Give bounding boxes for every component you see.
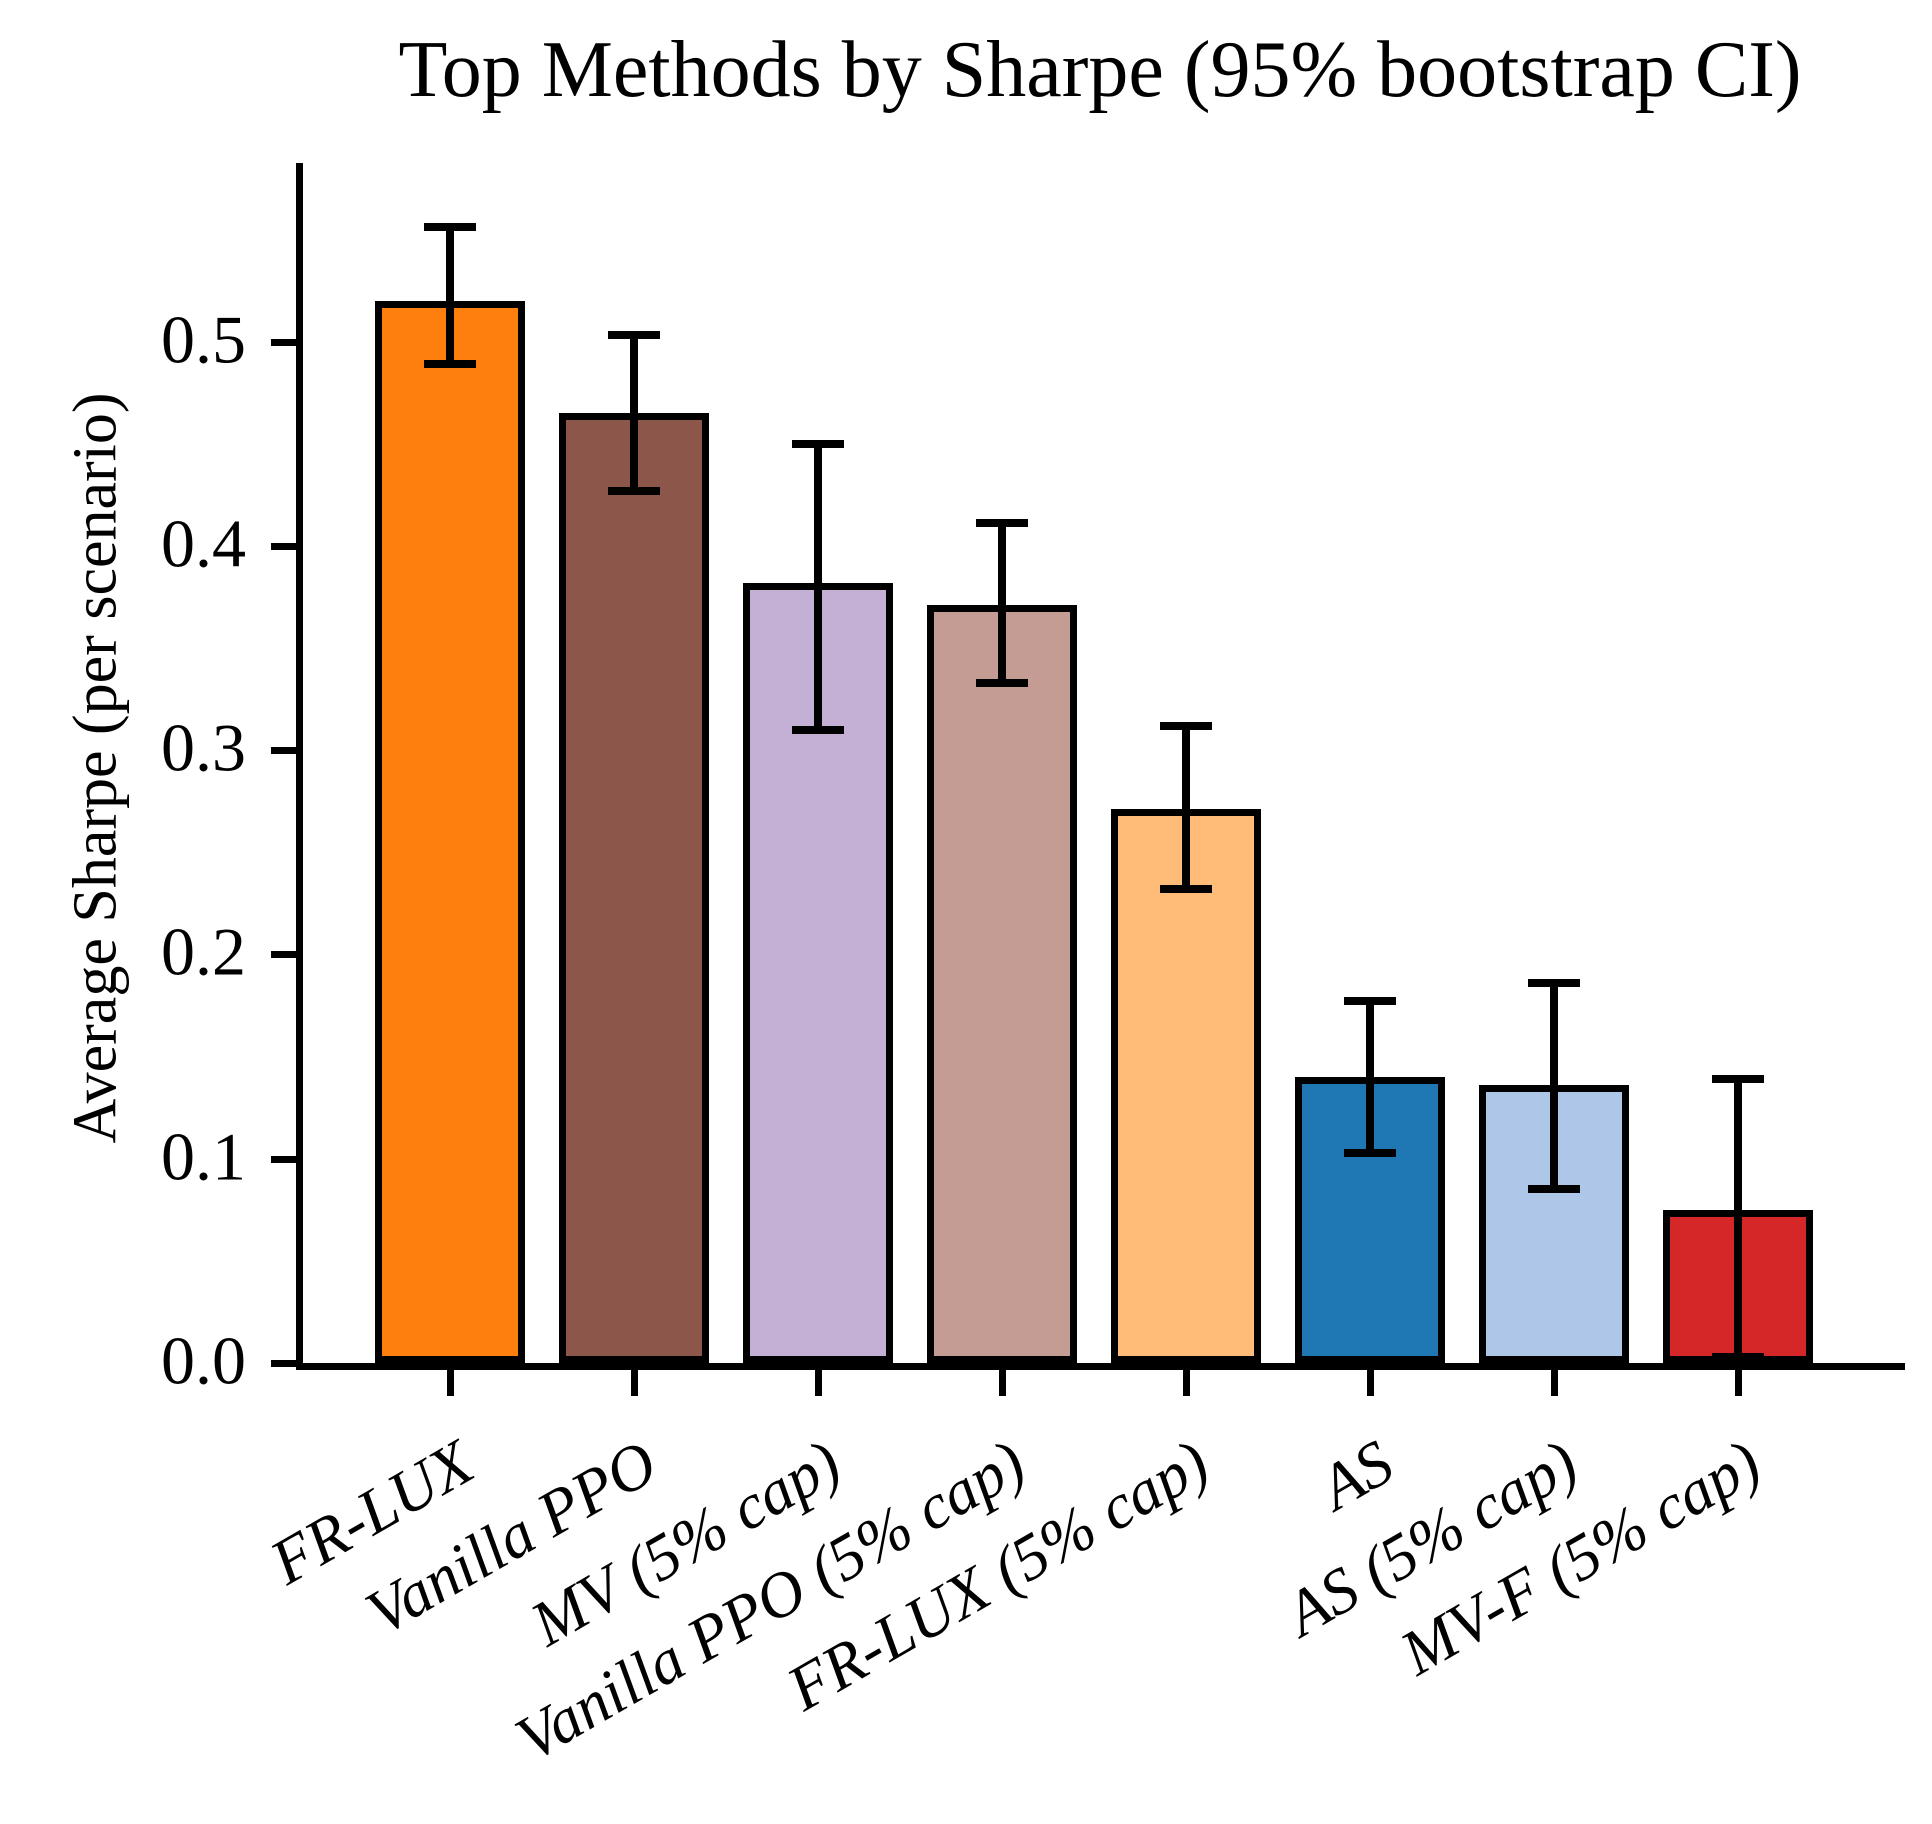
- x-tick-label: AS: [1307, 1426, 1405, 1524]
- bar: [1479, 1085, 1629, 1363]
- x-axis-spine: [296, 1363, 1905, 1370]
- error-bar-line: [630, 335, 638, 491]
- y-tick: [271, 542, 296, 550]
- bar: [1111, 809, 1261, 1363]
- error-bar-cap-top: [1344, 997, 1396, 1006]
- bar: [375, 301, 525, 1363]
- error-bar-cap-top: [1528, 979, 1580, 987]
- error-bar-line: [1366, 1001, 1374, 1153]
- x-tick: [1551, 1370, 1558, 1396]
- x-tick: [1735, 1370, 1742, 1396]
- error-bar-cap-bottom: [1160, 885, 1212, 894]
- error-bar-cap-top: [608, 331, 660, 340]
- bar: [927, 605, 1077, 1363]
- error-bar-cap-bottom: [1528, 1185, 1580, 1194]
- error-bar-cap-bottom: [1712, 1352, 1764, 1361]
- error-bar-line: [1734, 1079, 1742, 1357]
- y-tick-label: 0.2: [161, 913, 246, 990]
- error-bar-line: [446, 227, 454, 364]
- x-tick: [1367, 1370, 1374, 1396]
- plot-area: [303, 168, 1903, 1363]
- y-axis-spine: [296, 163, 303, 1370]
- y-tick-label: 0.5: [161, 300, 246, 377]
- error-bar-cap-bottom: [792, 725, 844, 734]
- error-bar-line: [814, 443, 822, 730]
- y-tick: [271, 338, 296, 346]
- y-tick-label: 0.0: [161, 1322, 246, 1399]
- x-tick: [631, 1370, 638, 1396]
- bar: [559, 413, 709, 1363]
- y-tick: [271, 951, 296, 959]
- error-bar-cap-bottom: [608, 486, 660, 495]
- error-bar-cap-top: [424, 223, 476, 232]
- x-tick: [1183, 1370, 1190, 1396]
- error-bar-cap-top: [1160, 721, 1212, 730]
- error-bar-cap-top: [976, 519, 1028, 528]
- error-bar-line: [1550, 983, 1558, 1190]
- x-tick: [999, 1370, 1006, 1396]
- error-bar-line: [1182, 725, 1190, 890]
- error-bar-cap-bottom: [976, 678, 1028, 687]
- error-bar-line: [998, 523, 1006, 683]
- y-tick-label: 0.1: [161, 1117, 246, 1194]
- y-axis-label: Average Sharpe (per scenario): [61, 392, 130, 1144]
- x-tick: [447, 1370, 454, 1396]
- y-tick: [271, 747, 296, 755]
- chart-title: Top Methods by Sharpe (95% bootstrap CI): [398, 26, 1802, 114]
- error-bar-cap-bottom: [1344, 1148, 1396, 1157]
- x-tick: [815, 1370, 822, 1396]
- y-tick-label: 0.4: [161, 505, 246, 582]
- y-tick: [271, 1360, 296, 1367]
- error-bar-cap-top: [1712, 1075, 1764, 1084]
- error-bar-cap-bottom: [424, 359, 476, 368]
- y-tick: [271, 1155, 296, 1163]
- error-bar-cap-top: [792, 439, 844, 448]
- y-tick-label: 0.3: [161, 709, 246, 786]
